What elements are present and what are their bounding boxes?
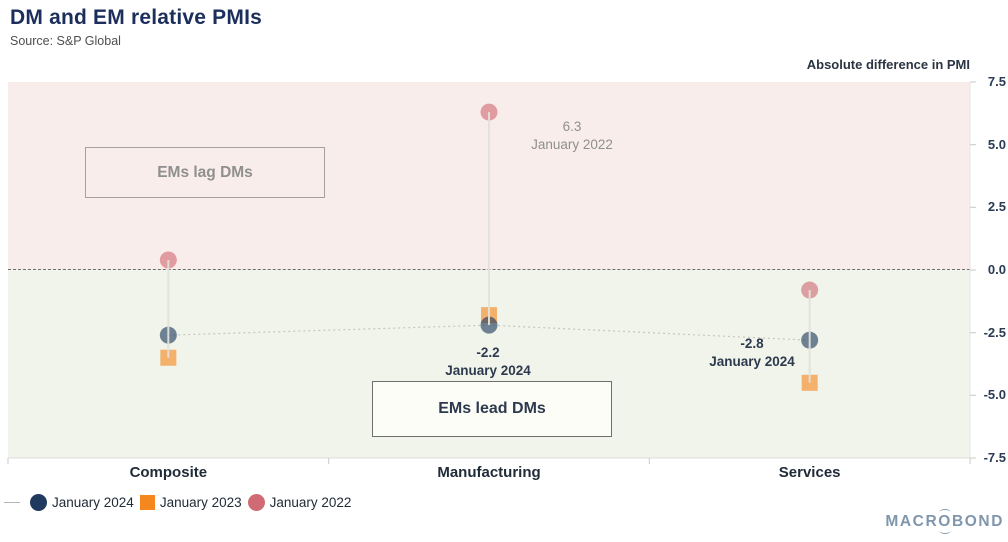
annotation-6.3: 6.3 January 2022 (482, 118, 662, 153)
legend-item-january-2022: January 2022 (247, 493, 352, 511)
category-label-composite: Composite (129, 464, 208, 481)
annotation-value: 6.3 (562, 119, 582, 134)
logo-o-mark: O (938, 513, 952, 530)
legend-square-icon (139, 494, 155, 510)
y-axis-title: Absolute difference in PMI (806, 57, 970, 72)
y-tick-label: 5.0 (987, 136, 1006, 152)
y-tick-label: 0.0 (987, 262, 1006, 277)
category-label-services: Services (778, 464, 841, 481)
legend-item-january-2024: January 2024 (30, 493, 134, 511)
ems-lag-label-box: EMs lag DMs (85, 147, 325, 198)
y-tick-label: -2.5 (983, 324, 1006, 340)
y-tick-label: -7.5 (983, 450, 1006, 465)
ems-lag-label: EMs lag DMs (157, 163, 253, 181)
logo-text-left: MACR (885, 513, 939, 530)
source-label: Source: S&P Global (10, 34, 121, 48)
annotation--2.2: -2.2 January 2024 (398, 344, 578, 379)
legend-circle-icon (30, 493, 47, 511)
legend-label: January 2023 (159, 494, 242, 510)
annotation-value: -2.2 (476, 345, 500, 360)
legend-circle-icon (247, 493, 265, 511)
macrobond-logo: MACROBOND (885, 513, 1004, 531)
annotation-date: January 2024 (709, 353, 795, 369)
legend-item-january-2023: January 2023 (139, 494, 242, 510)
page-title: DM and EM relative PMIs (10, 6, 262, 29)
logo-text-right: BOND (951, 513, 1004, 530)
legend: January 2024 January 2023 January 2022 (4, 493, 351, 511)
annotation-date: January 2022 (531, 136, 613, 152)
annotation-date: January 2024 (445, 362, 531, 378)
legend-label: January 2022 (269, 494, 352, 510)
annotation--2.8: -2.8 January 2024 (662, 335, 842, 370)
ems-lead-label: EMs lead DMs (438, 400, 546, 417)
category-label-manufacturing: Manufacturing (437, 464, 541, 481)
y-tick-label: 7.5 (987, 74, 1006, 89)
legend-label: January 2024 (52, 494, 134, 510)
y-tick-label: 2.5 (987, 199, 1006, 215)
ems-lead-label-box: EMs lead DMs (372, 381, 612, 437)
legend-line-glyph (4, 501, 20, 503)
y-tick-label: -5.0 (983, 387, 1006, 403)
annotation-value: -2.8 (740, 336, 764, 351)
